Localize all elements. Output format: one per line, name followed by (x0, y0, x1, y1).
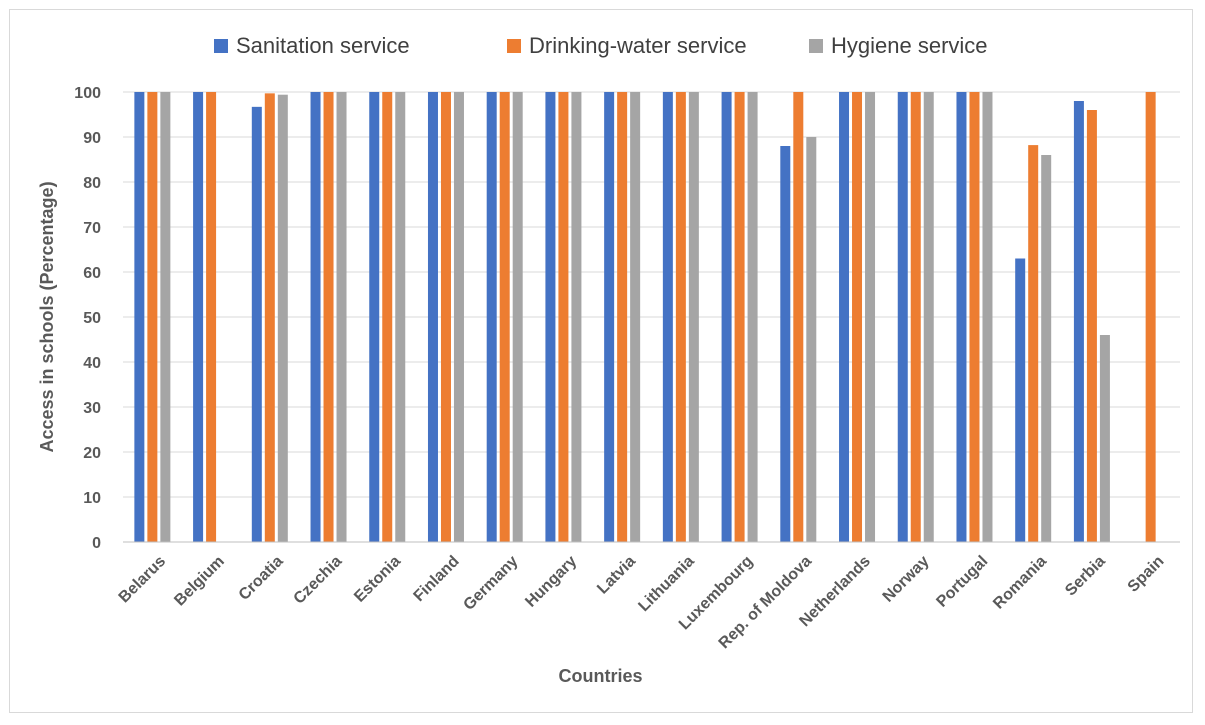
legend-swatch-hygiene-service (809, 39, 823, 53)
x-axis-title: Countries (558, 666, 642, 686)
y-tick-label: 0 (92, 535, 101, 552)
x-tick-label: Hungary (522, 553, 580, 611)
bar-hygiene-service-croatia (277, 94, 288, 542)
bar-hygiene-service-serbia (1099, 335, 1110, 542)
x-tick-label: Romania (990, 553, 1050, 613)
y-tick-label: 60 (83, 265, 101, 282)
legend-swatch-sanitation-service (214, 39, 228, 53)
x-tick-label: Spain (1125, 553, 1168, 596)
y-tick-label: 30 (83, 400, 101, 417)
bar-sanitation-service-latvia (604, 92, 615, 542)
bar-sanitation-service-czechia (310, 92, 321, 542)
x-tick-label: Belarus (116, 553, 170, 607)
bar-sanitation-service-portugal (956, 92, 967, 542)
bar-drinking-water-service-finland (440, 92, 451, 542)
bar-sanitation-service-hungary (545, 92, 556, 542)
bar-sanitation-service-belarus (134, 92, 145, 542)
bar-drinking-water-service-rep-of-moldova (793, 92, 804, 542)
x-tick-label: Germany (460, 553, 521, 614)
bar-drinking-water-service-spain (1145, 92, 1156, 542)
bar-sanitation-service-finland (427, 92, 438, 542)
bar-drinking-water-service-croatia (264, 93, 275, 542)
bar-drinking-water-service-belgium (206, 92, 217, 542)
legend-label-sanitation-service: Sanitation service (236, 33, 410, 58)
bar-sanitation-service-luxembourg (721, 92, 732, 542)
chart-frame: Sanitation service Drinking-water service… (9, 9, 1193, 713)
bar-hygiene-service-romania (1041, 155, 1052, 542)
bar-chart: Sanitation service Drinking-water service… (37, 33, 1180, 686)
bar-drinking-water-service-norway (910, 92, 921, 542)
bar-drinking-water-service-czechia (323, 92, 334, 542)
bar-hygiene-service-portugal (982, 92, 993, 542)
bar-sanitation-service-norway (897, 92, 908, 542)
x-tick-label: Finland (411, 553, 463, 605)
x-tick-label: Belgium (171, 553, 228, 610)
bar-drinking-water-service-portugal (969, 92, 980, 542)
bar-drinking-water-service-romania (1028, 145, 1039, 542)
y-tick-label: 50 (83, 310, 101, 327)
x-tick-label: Latvia (594, 553, 639, 598)
y-axis-ticks: 0 10 20 30 40 50 60 70 80 90 100 (74, 85, 101, 552)
bar-sanitation-service-croatia (251, 106, 262, 542)
y-tick-label: 100 (74, 85, 101, 102)
x-tick-label: Lithuania (635, 553, 697, 615)
bar-drinking-water-service-estonia (382, 92, 393, 542)
bar-sanitation-service-germany (486, 92, 497, 542)
bar-hygiene-service-luxembourg (747, 92, 758, 542)
x-tick-label: Czechia (291, 553, 346, 608)
bar-sanitation-service-lithuania (662, 92, 673, 542)
x-tick-label: Norway (880, 553, 933, 606)
y-axis-title: Access in schools (Percentage) (37, 181, 57, 452)
bar-hygiene-service-czechia (336, 92, 347, 542)
y-tick-label: 70 (83, 220, 101, 237)
bar-hygiene-service-netherlands (865, 92, 876, 542)
x-tick-label: Serbia (1062, 553, 1109, 600)
bar-sanitation-service-belgium (193, 92, 204, 542)
legend: Sanitation service Drinking-water service… (214, 33, 988, 58)
bar-hygiene-service-lithuania (688, 92, 699, 542)
bar-sanitation-service-rep-of-moldova (780, 146, 791, 542)
bar-hygiene-service-finland (453, 92, 464, 542)
bar-drinking-water-service-netherlands (852, 92, 863, 542)
x-tick-label: Portugal (933, 553, 991, 611)
bar-drinking-water-service-luxembourg (734, 92, 745, 542)
x-axis-ticks: Belarus Belgium Croatia Czechia Estonia Finla… (116, 553, 1168, 652)
y-tick-label: 20 (83, 445, 101, 462)
y-tick-label: 90 (83, 130, 101, 147)
legend-label-drinking-water-service: Drinking-water service (529, 33, 747, 58)
bar-drinking-water-service-hungary (558, 92, 569, 542)
bar-hygiene-service-germany (512, 92, 523, 542)
bar-drinking-water-service-germany (499, 92, 510, 542)
bar-drinking-water-service-serbia (1086, 110, 1097, 542)
bar-sanitation-service-romania (1015, 258, 1026, 542)
bar-hygiene-service-hungary (571, 92, 582, 542)
bar-hygiene-service-norway (923, 92, 934, 542)
bar-drinking-water-service-belarus (147, 92, 158, 542)
x-tick-label: Estonia (351, 553, 404, 606)
bar-hygiene-service-estonia (395, 92, 406, 542)
bar-sanitation-service-netherlands (839, 92, 850, 542)
y-tick-label: 80 (83, 175, 101, 192)
gridlines (123, 91, 1180, 498)
bars (134, 92, 1156, 542)
y-tick-label: 40 (83, 355, 101, 372)
bar-sanitation-service-serbia (1073, 101, 1084, 542)
bar-hygiene-service-belarus (160, 92, 171, 542)
bar-hygiene-service-latvia (630, 92, 641, 542)
legend-label-hygiene-service: Hygiene service (831, 33, 988, 58)
y-tick-label: 10 (83, 490, 101, 507)
legend-swatch-drinking-water-service (507, 39, 521, 53)
bar-hygiene-service-rep-of-moldova (806, 137, 817, 542)
bar-drinking-water-service-lithuania (675, 92, 686, 542)
bar-sanitation-service-estonia (369, 92, 380, 542)
bar-drinking-water-service-latvia (617, 92, 628, 542)
x-tick-label: Croatia (236, 553, 287, 604)
